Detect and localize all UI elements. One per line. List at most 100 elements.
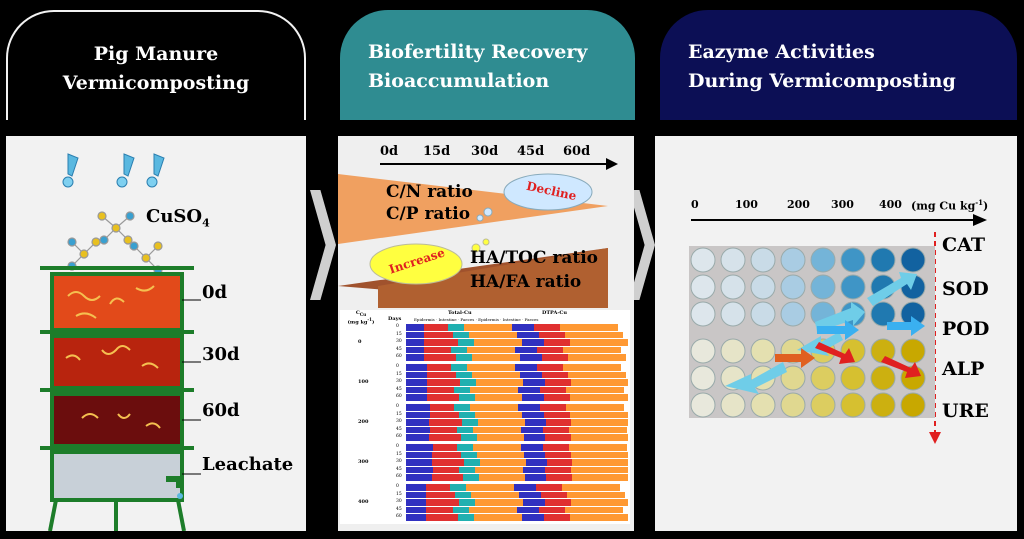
table-legend: Epidermis · Intestine · Faeces · Epiderm… [414, 317, 539, 322]
bar-segment [431, 459, 465, 466]
vermicomposting-panel: CuSO4 0d 30d 60d Leachate [6, 136, 306, 531]
well [840, 365, 866, 391]
bar-segment [406, 346, 424, 354]
bar-segment [570, 339, 628, 346]
bar-segment [406, 426, 430, 434]
well [870, 392, 896, 418]
bar-segment [430, 426, 457, 434]
droplet-icon [177, 493, 183, 499]
bar-segment [515, 364, 537, 371]
bar-segment [471, 491, 519, 499]
bar-segment [429, 411, 459, 419]
bar-segment [472, 354, 520, 361]
day-label: 0 [396, 484, 399, 489]
bar-segment [524, 419, 547, 426]
table-row: 45 [396, 386, 628, 394]
bar-segment [521, 444, 543, 451]
well [750, 338, 776, 364]
bar-segment [541, 491, 567, 499]
table-header-cu-unit: (mg kg [347, 319, 368, 326]
axis-unit-text: (mg Cu kg [911, 199, 976, 213]
enzyme-label-cat: CAT [942, 234, 985, 256]
table-header-dtpa-cu: DTPA-Cu [542, 310, 568, 316]
well-plate [689, 246, 935, 418]
timeline-label-30d: 30d [471, 144, 499, 159]
concentration-label: 0 [358, 339, 362, 346]
decline-wedge [338, 174, 608, 244]
bar-segment [475, 379, 524, 386]
bar-segment [571, 451, 629, 459]
bar-segment [424, 346, 451, 354]
bar-segment [522, 411, 545, 419]
bar-segment [458, 514, 474, 521]
legend-epidermis-dtpa: Epidermis [478, 317, 499, 322]
bar-segment [523, 451, 546, 459]
arrow-head-icon [606, 158, 618, 170]
well [720, 338, 746, 364]
timeline-label-15d: 15d [423, 144, 451, 159]
bar-segment [543, 444, 569, 451]
legend-faeces: Faeces [460, 317, 475, 322]
bar-segment [462, 419, 478, 426]
day-label: 15 [396, 331, 402, 337]
cp-ratio-label: C/P ratio [386, 204, 471, 224]
bar-segment [405, 411, 430, 419]
bar-segment [560, 324, 618, 331]
well [870, 247, 896, 273]
header-vermicomposting: Pig Manure Vermicomposting [6, 10, 306, 120]
enzyme-label-ure: URE [942, 400, 989, 422]
day-label: 60 [396, 354, 402, 360]
day-label: 15 [396, 451, 402, 457]
bar-segment [523, 379, 546, 386]
bar-segment [426, 379, 461, 386]
molecule-icon [67, 211, 163, 275]
table-row: 45 [396, 346, 628, 354]
bar-segment [466, 484, 514, 491]
leachate-label: Leachate [202, 454, 294, 475]
well [690, 338, 716, 364]
bar-segment [537, 346, 563, 354]
bar-segment [536, 484, 562, 491]
well [840, 274, 866, 300]
bar-segment [406, 491, 426, 499]
bar-segment [562, 484, 620, 491]
bar-segment [406, 506, 426, 514]
bar-segment [470, 404, 518, 411]
timeline-label-45d: 45d [517, 144, 545, 159]
table-row: 30 [396, 419, 628, 426]
table-row: 45 [396, 426, 628, 434]
bar-segment [469, 331, 517, 339]
table-row: 60 [396, 434, 628, 441]
well [840, 392, 866, 418]
trend-arrows [725, 272, 925, 394]
bar-segment [569, 444, 627, 451]
bar-segment [475, 466, 523, 474]
header-line-2: Bioaccumulation [368, 70, 550, 92]
bar-segment [454, 386, 470, 394]
bar-segment [424, 331, 453, 339]
bar-segment [464, 324, 512, 331]
bar-segment [459, 466, 476, 474]
bar-segment [543, 426, 569, 434]
axis-tick-label: 400 [879, 198, 902, 211]
bar-segment [478, 474, 526, 481]
bar-segment [427, 371, 456, 379]
bar-segment [429, 419, 463, 426]
bar-segment [459, 499, 476, 506]
table-row: 0 [396, 404, 628, 411]
day-label: 30 [396, 419, 402, 425]
well [690, 247, 716, 273]
well [720, 247, 746, 273]
bar-segment [521, 426, 543, 434]
bar-segment [406, 386, 427, 394]
bar-segment [520, 354, 542, 361]
bar-segment [477, 419, 525, 426]
axis-tick-label: 0 [691, 198, 699, 211]
header-biofertility: Biofertility Recovery Bioaccumulation [340, 10, 635, 120]
bar-segment [456, 354, 472, 361]
cn-ratio-label: C/N ratio [386, 182, 473, 202]
header-line-1: Eazyme Activities [688, 41, 875, 63]
bar-segment [424, 354, 456, 361]
enzyme-label-alp: ALP [942, 358, 985, 380]
bar-segment [430, 404, 454, 411]
